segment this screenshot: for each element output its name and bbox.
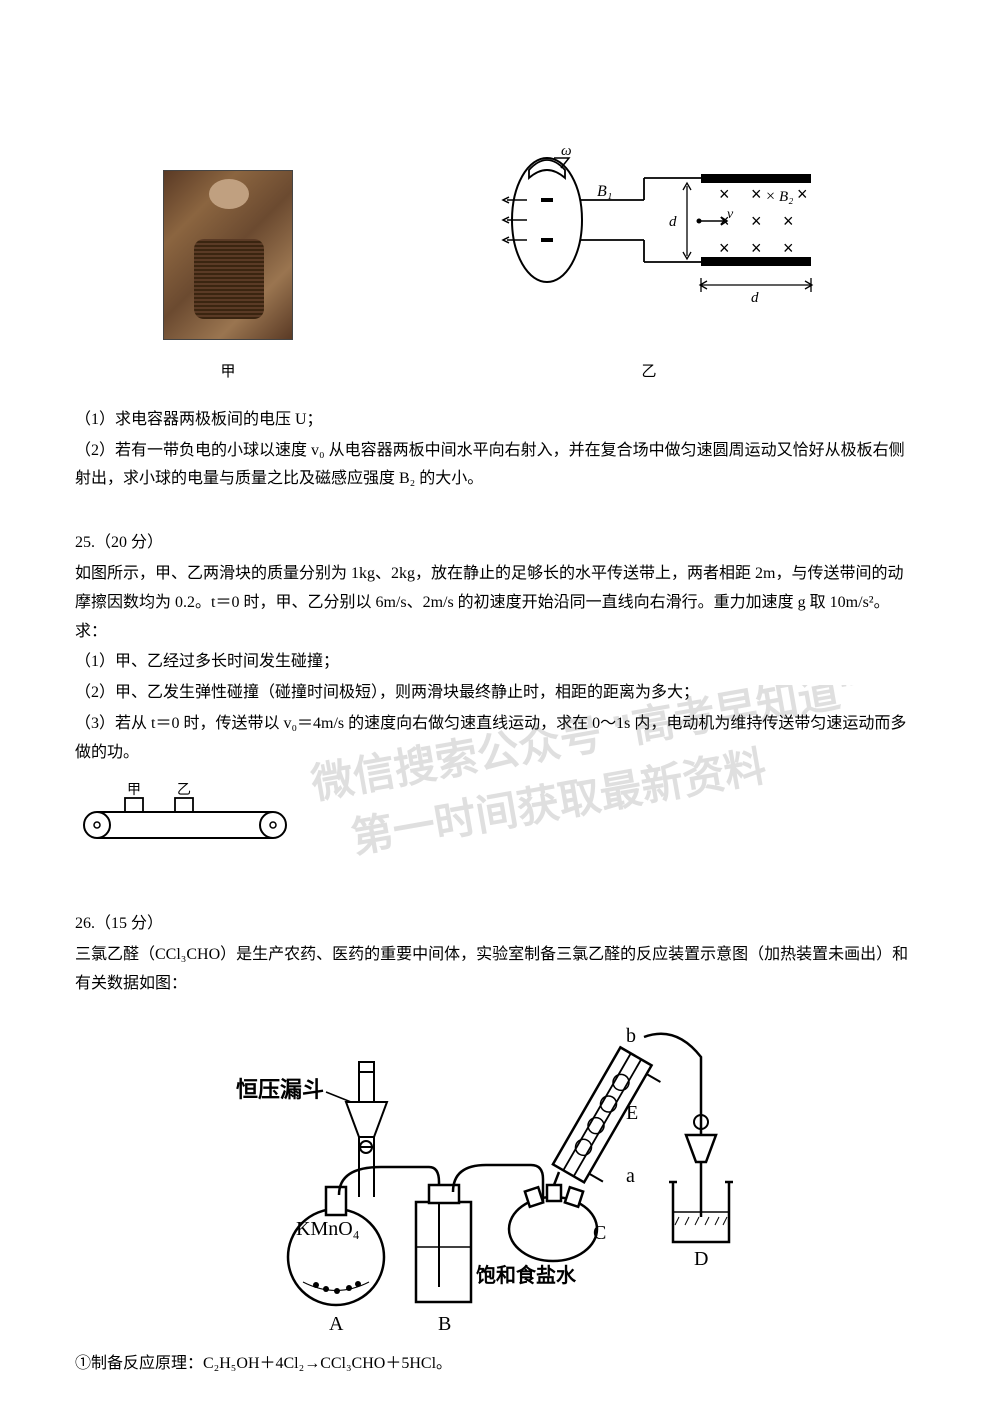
figure-yi: ω B₁ ××× ××× [469, 130, 829, 386]
label-B: B [438, 1313, 451, 1335]
label-a: a [626, 1165, 635, 1187]
top-plate [701, 174, 811, 183]
q25-sub2: （2）甲、乙发生弹性碰撞（碰撞时间极短），则两滑块最终静止时，相距的距离为多大； [75, 679, 917, 708]
q25-line1: 如图所示，甲、乙两滑块的质量分别为 1kg、2kg，放在静止的足够长的水平传送带… [75, 560, 917, 646]
svg-text:×: × [719, 184, 730, 204]
svg-text:×: × [783, 211, 794, 231]
svg-text:×: × [783, 238, 794, 258]
q25-sub3: （3）若从 t＝0 时，传送带以 v₀＝4m/s 的速度向右做匀速直线运动，求在… [75, 710, 917, 768]
conv-label-jia: 甲 [127, 783, 141, 798]
svg-text:×: × [751, 184, 762, 204]
coil-photo [163, 170, 293, 340]
conveyor-diagram: 甲 乙 [75, 780, 295, 855]
label-omega: ω [561, 143, 572, 159]
svg-text:×: × [765, 188, 776, 205]
q26-line2: ①制备反应原理：C₂H₅OH＋4Cl₂→CCl₃CHO＋5HCl。 [75, 1350, 917, 1379]
q25-heading: 25.（20 分） [75, 529, 917, 558]
conv-label-yi: 乙 [177, 782, 191, 798]
q25-sub1: （1）甲、乙经过多长时间发生碰撞； [75, 648, 917, 677]
q24-sub2: （2）若有一带负电的小球以速度 v₀ 从电容器两板中间水平向右射入，并在复合场中… [75, 437, 917, 495]
q26-heading: 26.（15 分） [75, 910, 917, 939]
label-v: v [727, 207, 734, 222]
label-b: b [626, 1025, 636, 1047]
label-E: E [626, 1102, 638, 1124]
q26-line1: 三氯乙醛（CCl₃CHO）是生产农药、医药的重要中间体，实验室制备三氯乙醛的反应… [75, 941, 917, 999]
chemistry-apparatus: 恒压漏斗 KMnO₄ A 饱和食盐水 B C [231, 1007, 761, 1342]
label-A: A [329, 1313, 344, 1335]
figure-row-top: 甲 ω B₁ [75, 130, 917, 386]
label-d-horiz: d [751, 290, 759, 306]
figure-jia: 甲 [163, 170, 293, 386]
svg-text:×: × [797, 184, 808, 204]
q26-block: 26.（15 分） 三氯乙醛（CCl₃CHO）是生产农药、医药的重要中间体，实验… [75, 910, 917, 1378]
label-C: C [593, 1222, 606, 1244]
circuit-diagram: ω B₁ ××× ××× [469, 130, 829, 340]
q24-sub1: （1）求电容器两极板间的电压 U； [75, 406, 917, 435]
label-D: D [694, 1248, 708, 1270]
caption-jia: 甲 [163, 359, 293, 386]
label-B2: B₂ [779, 189, 793, 205]
label-KMnO4: KMnO₄ [296, 1218, 360, 1240]
label-saline: 饱和食盐水 [476, 1263, 577, 1287]
svg-text:×: × [719, 238, 730, 258]
svg-text:×: × [751, 211, 762, 231]
label-hengya: 恒压漏斗 [236, 1077, 324, 1102]
bottom-plate [701, 257, 811, 266]
label-d-vert: d [669, 214, 677, 230]
label-B1: B₁ [597, 183, 612, 200]
svg-text:×: × [751, 238, 762, 258]
q25-block: 25.（20 分） 如图所示，甲、乙两滑块的质量分别为 1kg、2kg，放在静止… [75, 529, 917, 875]
caption-yi: 乙 [469, 359, 829, 386]
